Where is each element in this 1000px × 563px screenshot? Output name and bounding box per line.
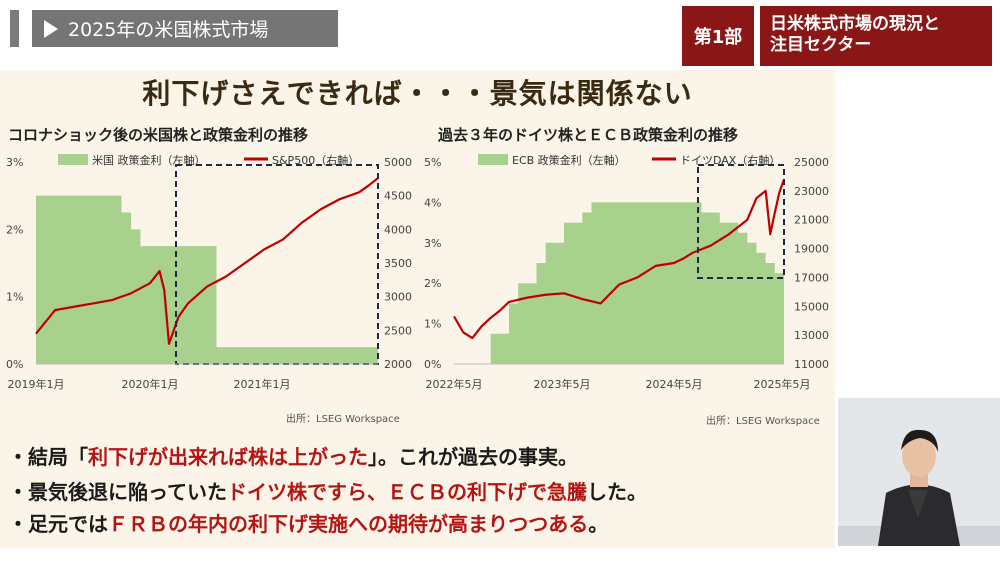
- bullet-2-pre: ・景気後退に陥っていた: [8, 480, 227, 504]
- right-axis-tick: 3000: [384, 291, 412, 304]
- left-axis-tick: 1%: [424, 318, 441, 331]
- left-axis-tick: 3%: [6, 156, 23, 169]
- legend-rate-label: ECB 政策金利（左軸）: [512, 153, 626, 167]
- right-axis-tick: 13000: [794, 329, 829, 342]
- bullet-1-emphasis: 利下げが出来れば株は上がった: [88, 445, 368, 469]
- bullet-2-post: した。: [587, 480, 647, 504]
- right-axis-tick: 3500: [384, 257, 412, 270]
- section-title-line1: 日米株式市場の現況と: [770, 14, 940, 34]
- bullet-3-pre: ・足元では: [8, 512, 108, 536]
- rate-area: [36, 195, 378, 364]
- left-chart-source: 出所：LSEG Workspace: [286, 414, 400, 425]
- part-badge: 第1部: [682, 6, 754, 66]
- title-bar-marker: [10, 10, 19, 47]
- right-axis-tick: 5000: [384, 156, 412, 169]
- bullet-2: ・景気後退に陥っていたドイツ株ですら、ＥＣＢの利下げで急騰した。: [8, 476, 647, 505]
- left-axis-tick: 3%: [424, 237, 441, 250]
- legend-rate-swatch: [478, 154, 508, 165]
- right-axis-tick: 2000: [384, 358, 412, 371]
- right-chart-title: 過去３年のドイツ株とＥＣＢ政策金利の推移: [438, 126, 739, 144]
- part-label: 第1部: [693, 27, 743, 48]
- right-axis-tick: 21000: [794, 214, 829, 227]
- legend-index-label: S&P500（右軸）: [272, 153, 359, 167]
- right-axis-tick: 2500: [384, 324, 412, 337]
- left-axis-tick: 1%: [6, 291, 23, 304]
- index-line: [35, 177, 379, 345]
- play-icon: [44, 19, 58, 38]
- x-axis-tick: 2021年1月: [234, 377, 291, 391]
- left-axis-tick: 2%: [6, 223, 23, 236]
- x-axis-tick: 2022年5月: [426, 377, 483, 391]
- right-axis-tick: 25000: [794, 156, 829, 169]
- us-chart: 0% 1% 2% 3% 2000 2500 3000 3500 4000 4500 5000 2019…: [6, 153, 412, 391]
- left-axis-tick: 0%: [424, 358, 441, 371]
- left-axis-tick: 2%: [424, 277, 441, 290]
- rate-area: [454, 202, 784, 364]
- x-axis-tick: 2023年5月: [534, 377, 591, 391]
- headline: 利下げさえできれば・・・景気は関係ない: [142, 77, 693, 110]
- section-title-line2: 注目セクター: [770, 35, 872, 55]
- left-chart-title: コロナショック後の米国株と政策金利の推移: [8, 126, 309, 144]
- right-axis-tick: 11000: [794, 358, 829, 371]
- bottom-strip: [0, 548, 1000, 563]
- right-axis-tick: 4000: [384, 223, 412, 236]
- slide-title: 2025年の米国株式市場: [68, 19, 269, 41]
- bullet-2-emphasis: ドイツ株ですら、ＥＣＢの利下げで急騰: [227, 480, 587, 504]
- x-axis-tick: 2019年1月: [8, 377, 65, 391]
- legend-rate-swatch: [58, 154, 88, 165]
- x-axis-tick: 2025年5月: [754, 377, 811, 391]
- slide-title-box: 2025年の米国株式市場: [32, 10, 338, 47]
- right-axis-tick: 17000: [794, 271, 829, 284]
- bullet-1-pre: ・結局「: [8, 445, 88, 469]
- right-axis-tick: 23000: [794, 185, 829, 198]
- section-badge: 日米株式市場の現況と 注目セクター: [760, 6, 992, 66]
- right-axis-tick: 4500: [384, 190, 412, 203]
- presenter-video: [838, 398, 1000, 546]
- left-axis-tick: 0%: [6, 358, 23, 371]
- right-chart-source: 出所：LSEG Workspace: [706, 416, 820, 427]
- right-axis-tick: 15000: [794, 300, 829, 313]
- legend-rate-label: 米国 政策金利（左軸）: [92, 153, 206, 167]
- legend-index-label: ドイツDAX（右軸）: [680, 153, 780, 167]
- left-axis-tick: 4%: [424, 196, 441, 209]
- bullet-3-post: 。: [588, 512, 609, 536]
- left-axis-tick: 5%: [424, 156, 441, 169]
- bullet-3: ・足元ではＦＲＢの年内の利下げ実施への期待が高まりつつある。: [8, 508, 608, 537]
- bullet-1-post: 」。これが過去の事実。: [368, 445, 578, 469]
- index-line: [453, 178, 786, 340]
- x-axis-tick: 2024年5月: [646, 377, 703, 391]
- germany-chart: 0% 1% 2% 3% 4% 5% 11000 13000 15000 17000 19000 210…: [424, 153, 829, 391]
- highlight-box: [697, 164, 785, 279]
- bullet-3-emphasis: ＦＲＢの年内の利下げ実施への期待が高まりつつある: [108, 512, 589, 536]
- bullet-1: ・結局「利下げが出来れば株は上がった」。これが過去の事実。: [8, 441, 578, 470]
- presenter-silhouette: [838, 398, 1000, 546]
- x-axis-tick: 2020年1月: [122, 377, 179, 391]
- right-axis-tick: 19000: [794, 243, 829, 256]
